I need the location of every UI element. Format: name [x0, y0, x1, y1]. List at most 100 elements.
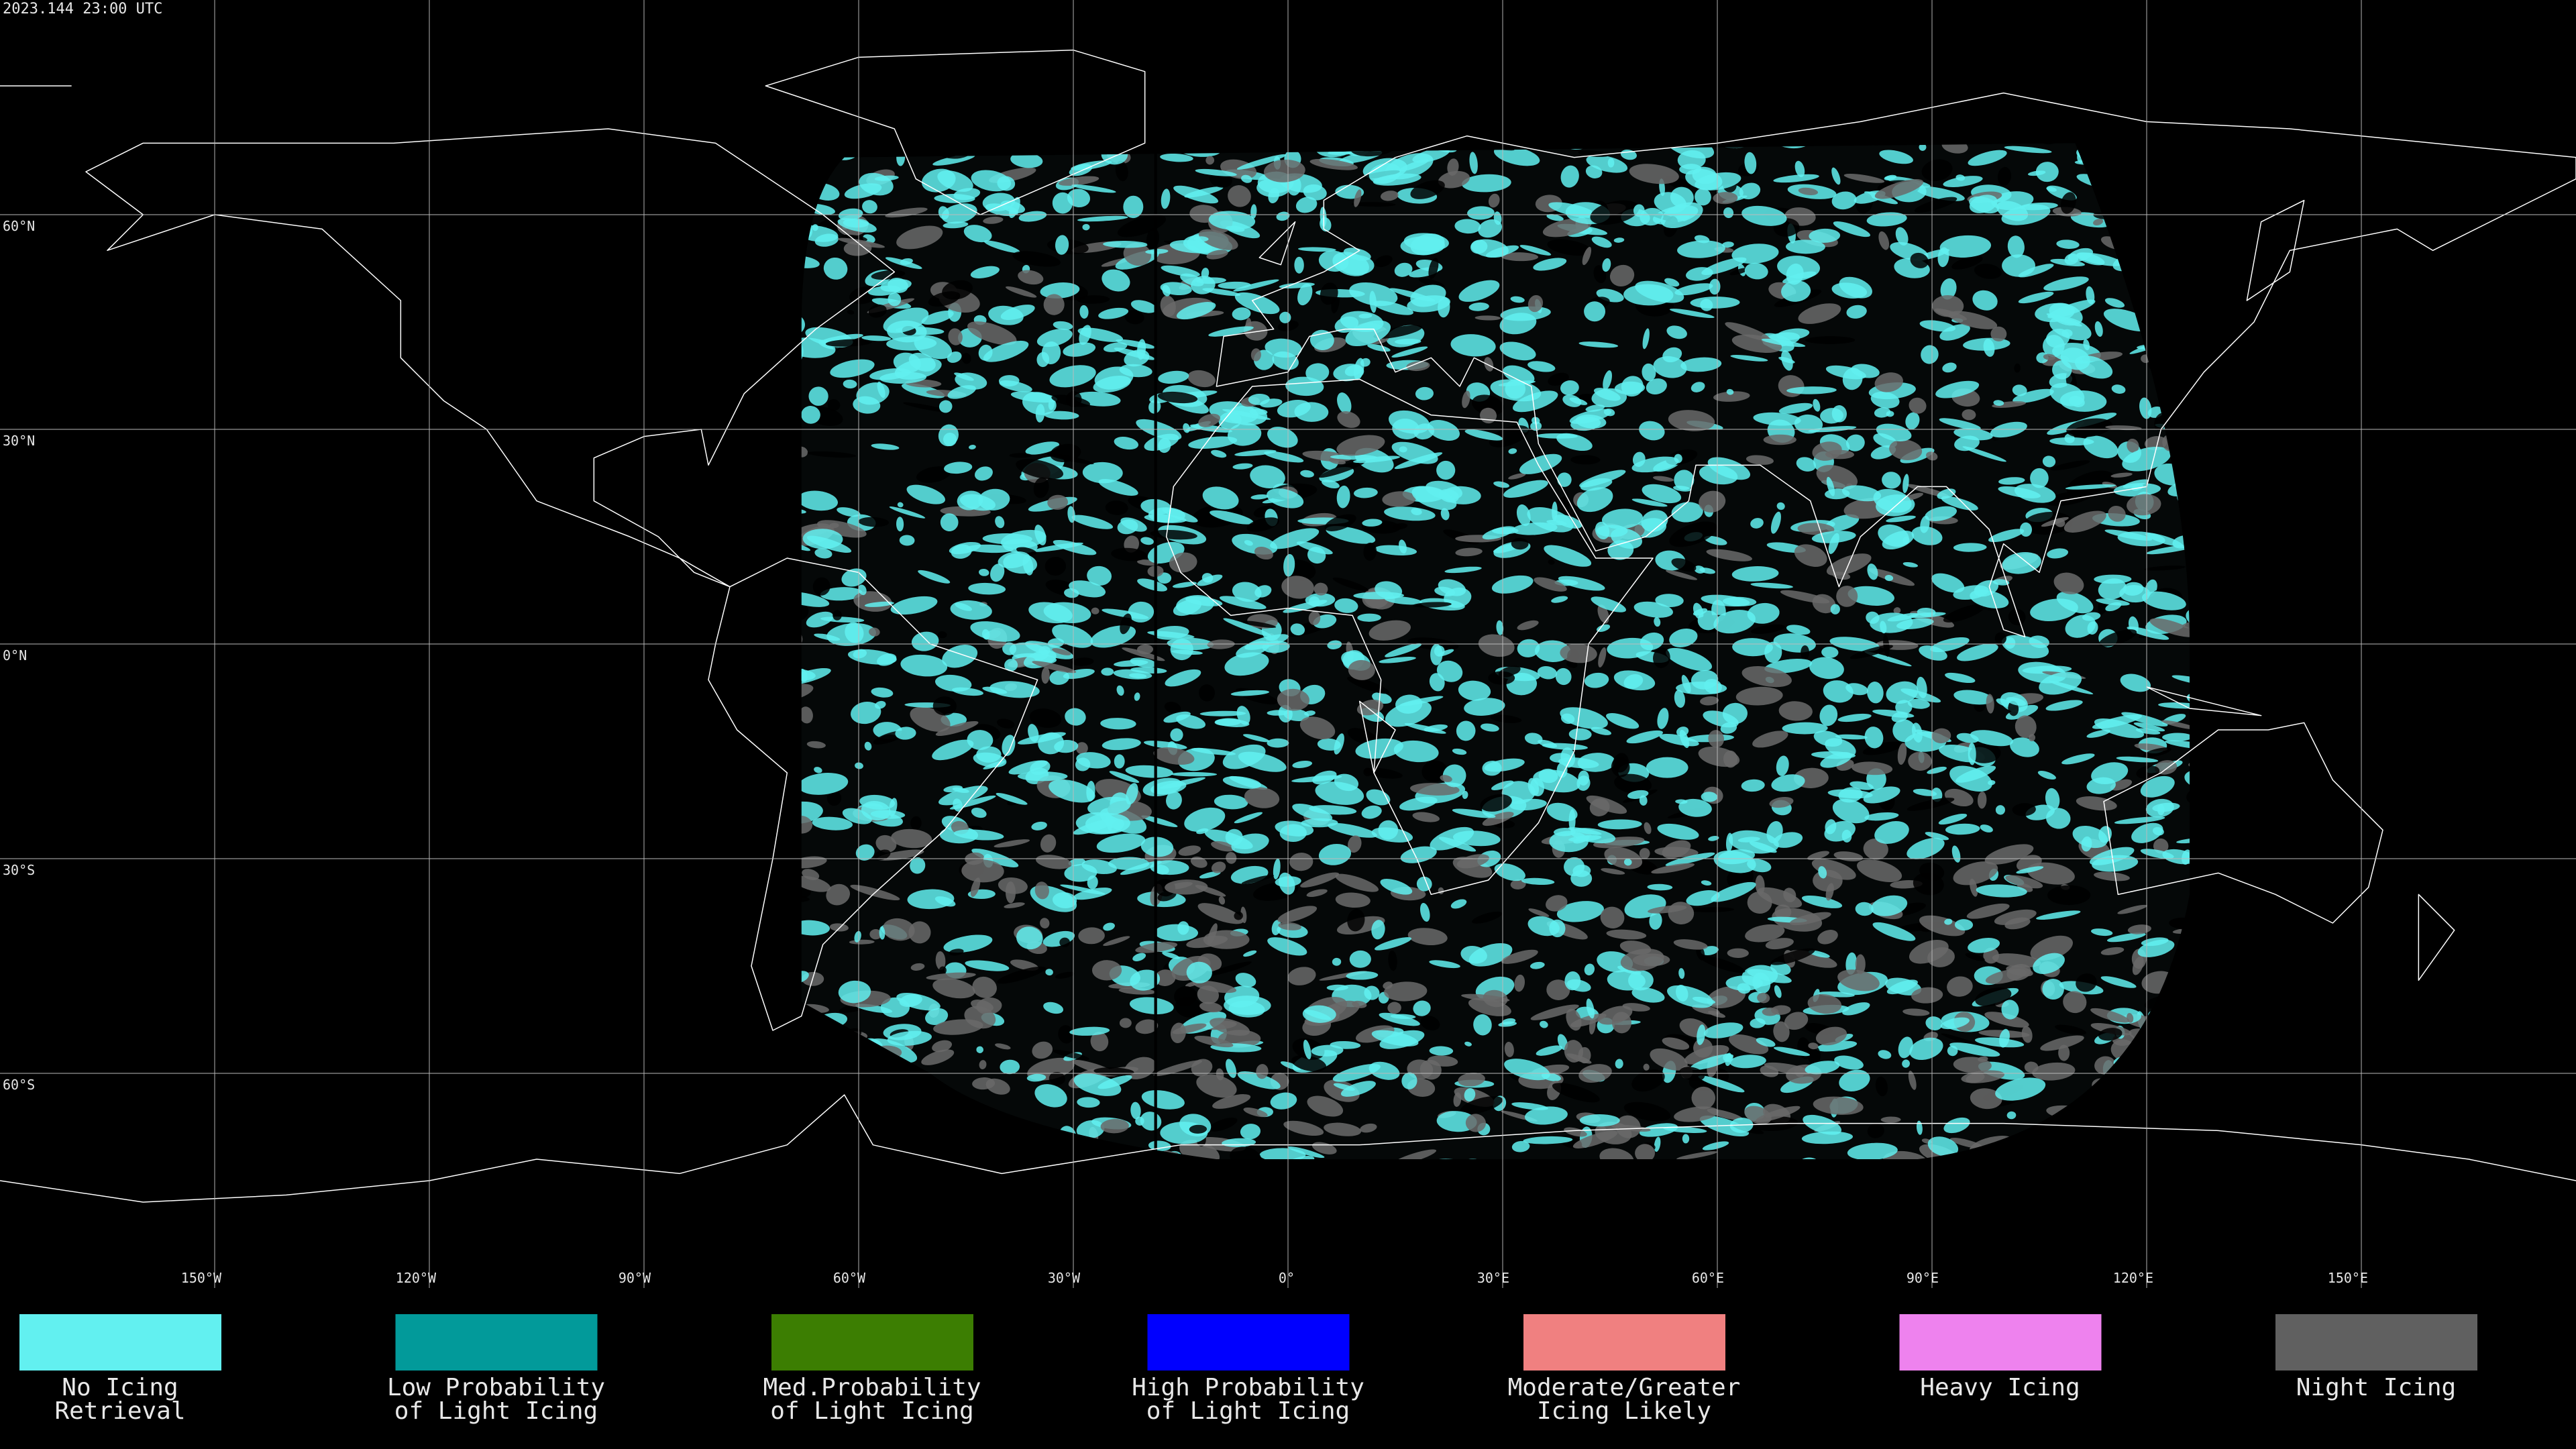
cloud [2161, 720, 2190, 730]
cloud [1560, 380, 1579, 396]
cloud [1786, 386, 1837, 394]
cloud [889, 506, 926, 519]
cloud [1077, 295, 1110, 304]
cloud [1153, 747, 1195, 765]
cloud [979, 1060, 987, 1070]
cloud [1770, 511, 1781, 534]
cloud [1207, 639, 1235, 649]
cloud [1206, 250, 1228, 260]
cloud [1977, 791, 1987, 809]
cloud [1482, 812, 1514, 826]
cloud [2066, 470, 2114, 496]
cloud [858, 517, 890, 527]
cloud [1807, 1044, 1821, 1065]
cloud [2100, 976, 2137, 988]
cloud [1986, 694, 1994, 714]
cloud [802, 869, 820, 880]
cloud [1069, 1026, 1110, 1036]
cloud [1910, 252, 1929, 268]
cloud [1025, 441, 1060, 455]
cloud [2050, 460, 2090, 471]
cloud [1560, 165, 1579, 188]
cloud [984, 240, 1020, 253]
cloud [934, 674, 972, 692]
cloud [807, 451, 857, 458]
cloud [1811, 859, 1856, 880]
cloud [1277, 688, 1309, 711]
cloud [1678, 798, 1712, 817]
cloud [801, 773, 849, 795]
lat-label: 0°N [3, 647, 27, 663]
cloud [1379, 656, 1416, 663]
cloud [1034, 1084, 1067, 1108]
cloud [1055, 235, 1069, 255]
cloud [1226, 851, 1237, 864]
coastline [765, 49, 1146, 215]
lat-label: 60°N [3, 218, 35, 234]
cloud [1291, 775, 1342, 783]
cloud [820, 587, 863, 601]
cloud [1831, 405, 1847, 423]
cloud [837, 237, 885, 248]
cloud [1355, 738, 1403, 759]
cloud [1412, 602, 1452, 608]
cloud [871, 270, 906, 280]
cloud [801, 920, 830, 936]
cloud [1812, 441, 1842, 461]
cloud [910, 857, 926, 874]
cloud [988, 305, 1024, 325]
cloud [1575, 414, 1607, 429]
cloud [1629, 164, 1679, 184]
cloud [1328, 822, 1377, 838]
cloud [1706, 549, 1752, 561]
cloud [1726, 388, 1734, 395]
cloud [1087, 566, 1112, 586]
cloud [1776, 755, 1789, 776]
cloud [864, 601, 894, 607]
cloud [2002, 551, 2041, 574]
cloud [879, 734, 897, 742]
cloud [1373, 173, 1421, 186]
cloud [1945, 672, 1976, 684]
cloud [1419, 902, 1430, 922]
cloud [1109, 771, 1140, 783]
cloud [1627, 790, 1649, 799]
cloud [1016, 926, 1043, 950]
cloud [1385, 700, 1432, 727]
cloud [812, 816, 853, 830]
cloud [1947, 1045, 1958, 1057]
cloud [1576, 775, 1591, 791]
cloud [2033, 953, 2065, 974]
cloud [2083, 339, 2090, 351]
cloud [1819, 704, 1838, 727]
cloud [1328, 458, 1346, 465]
cloud [814, 548, 833, 559]
cloud [2176, 837, 2190, 844]
cloud [1823, 680, 1854, 703]
cloud [1731, 566, 1779, 582]
cloud [1741, 779, 1765, 792]
cloud [1243, 1108, 1268, 1118]
cloud [2144, 566, 2186, 571]
cloud [853, 649, 867, 659]
cloud [964, 1006, 996, 1029]
cloud [1639, 1123, 1678, 1137]
cloud [1313, 582, 1328, 596]
cloud [886, 336, 937, 351]
cloud [1105, 500, 1128, 515]
cloud [1102, 608, 1149, 619]
cloud [843, 218, 869, 228]
cloud [1782, 722, 1828, 735]
cloud [1123, 243, 1151, 266]
cloud [855, 844, 875, 861]
cloud [1851, 761, 1893, 775]
cloud [1219, 596, 1267, 610]
cloud [1642, 363, 1656, 382]
cloud [1699, 490, 1726, 513]
cloud [1117, 519, 1138, 535]
cloud [1411, 508, 1422, 515]
cloud [2037, 770, 2056, 780]
cloud [1601, 508, 1643, 529]
cloud [1406, 361, 1430, 372]
cloud [976, 746, 1002, 763]
